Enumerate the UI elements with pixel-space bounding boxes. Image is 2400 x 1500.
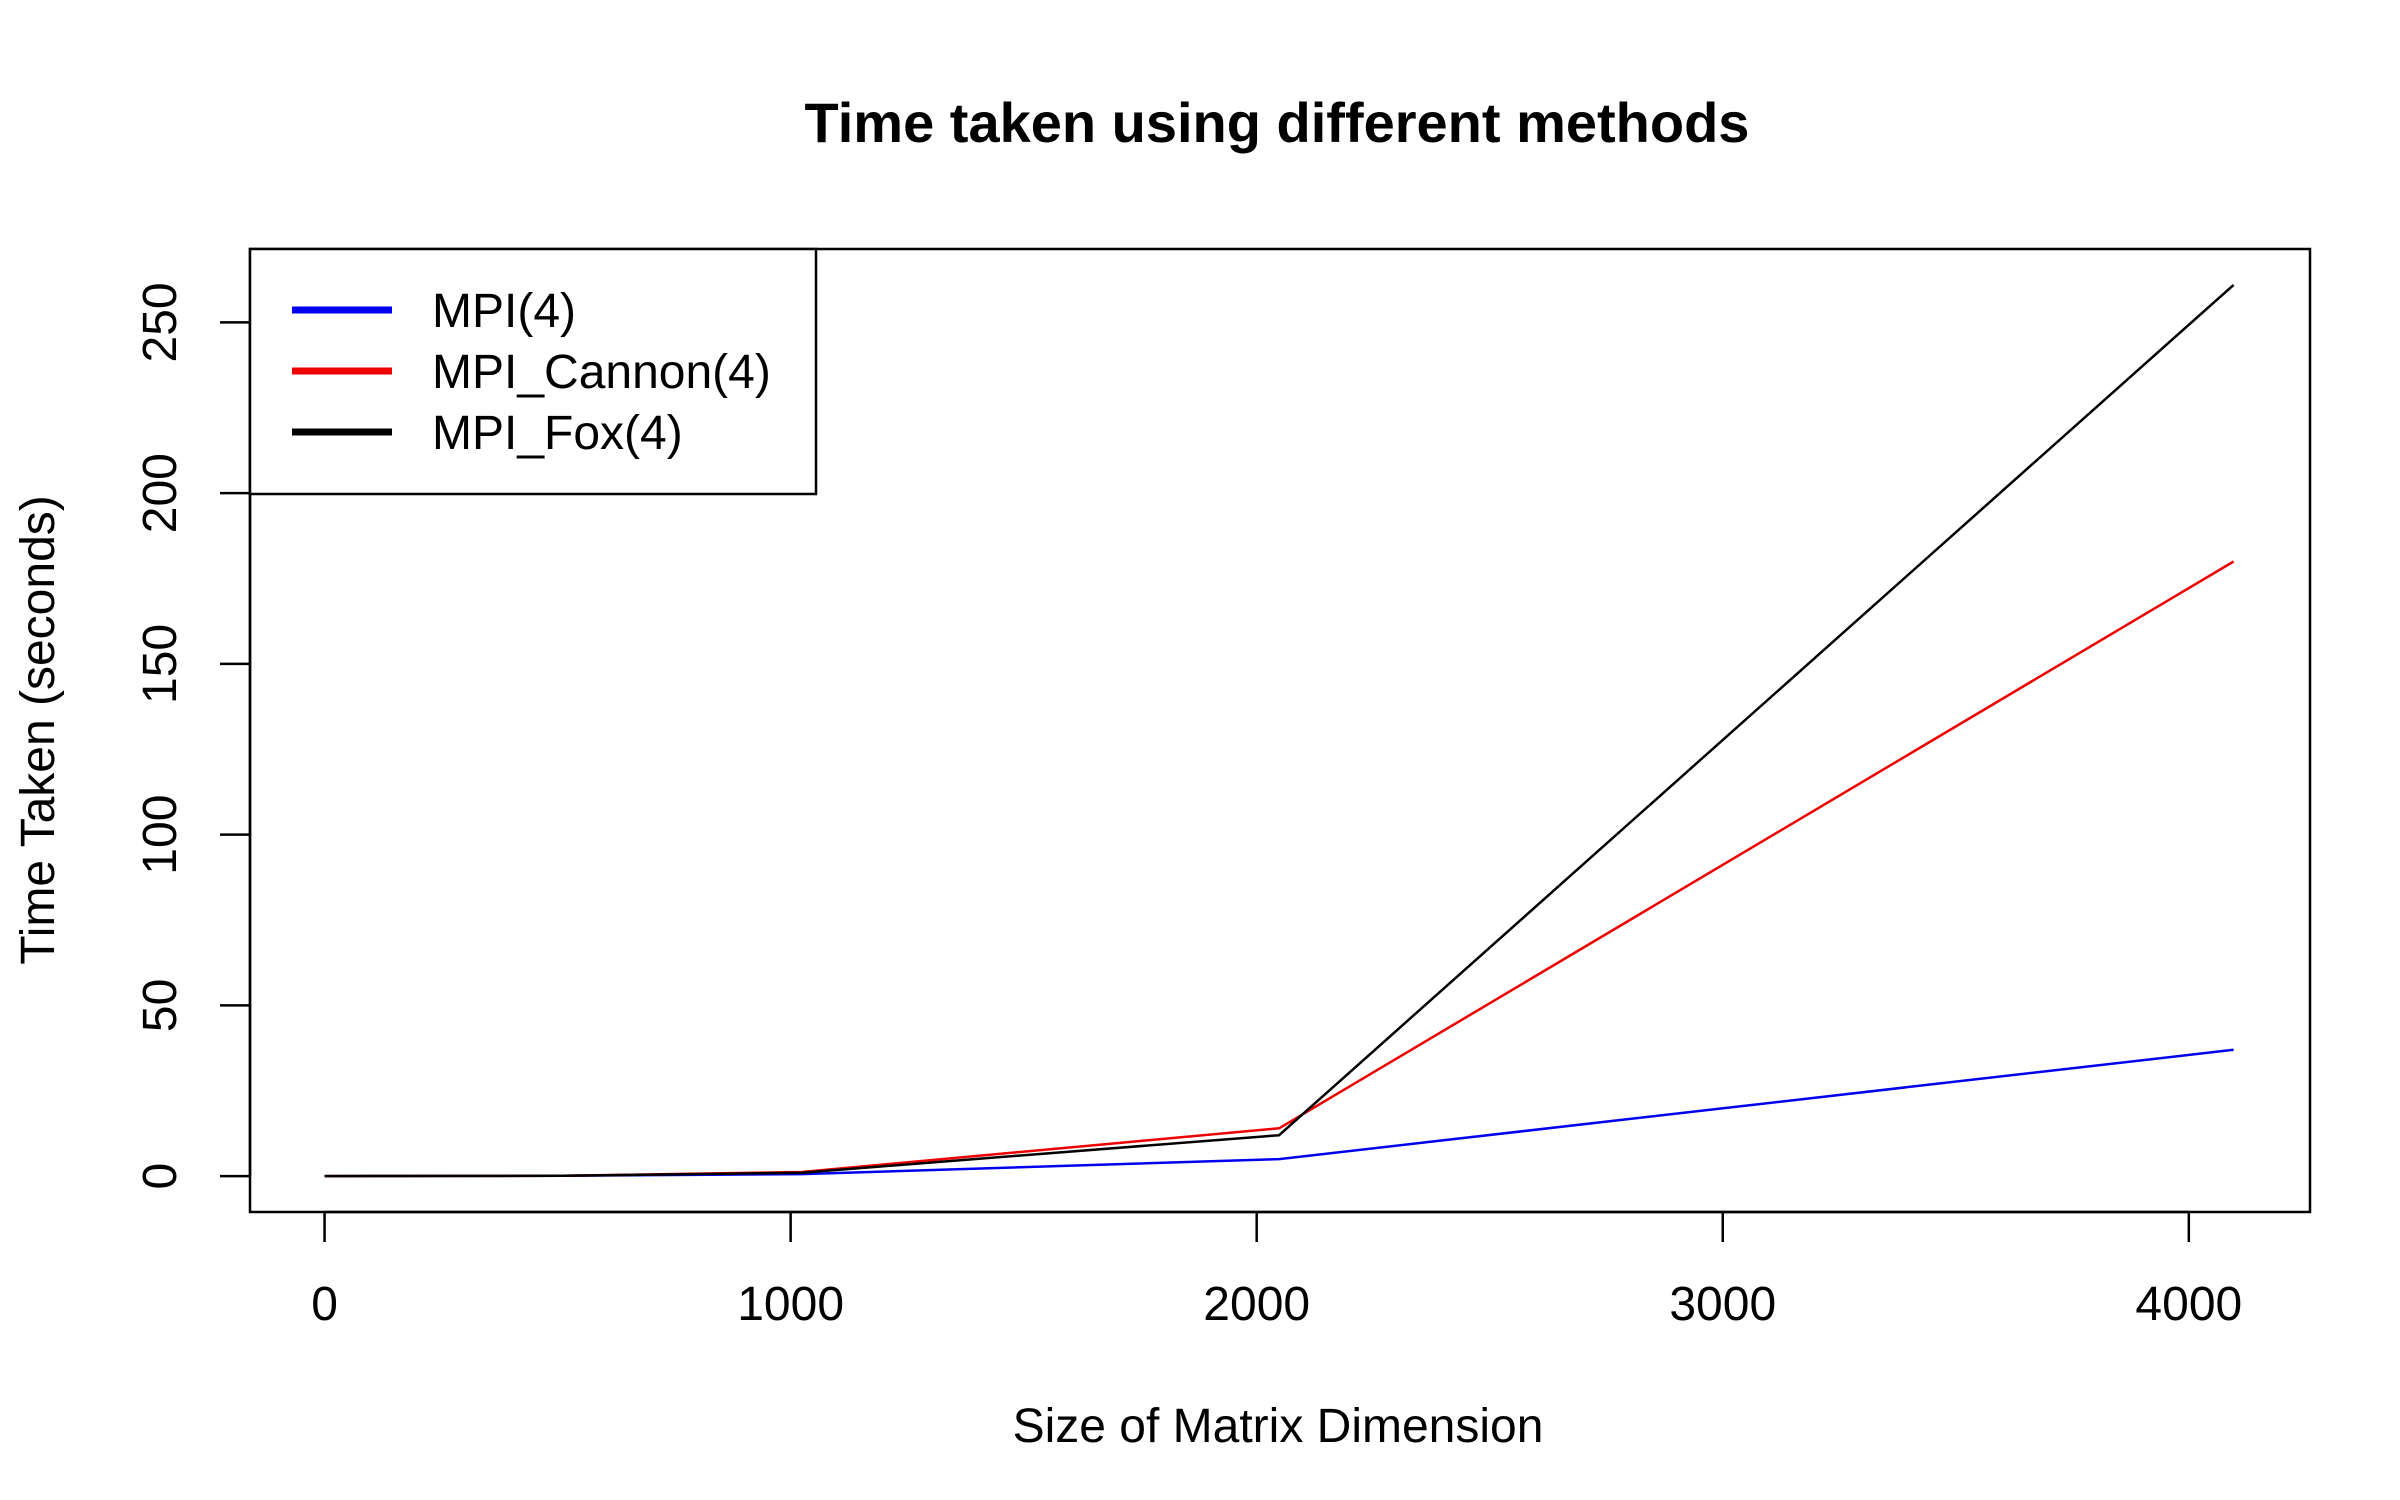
x-axis-label: Size of Matrix Dimension <box>1013 1400 1544 1453</box>
legend-label: MPI_Fox(4) <box>432 407 683 460</box>
y-tick-label: 200 <box>134 453 187 533</box>
y-tick-label: 100 <box>134 795 187 875</box>
chart-title: Time taken using different methods <box>805 91 1750 154</box>
legend-label: MPI_Cannon(4) <box>432 346 771 399</box>
x-tick-label: 2000 <box>1203 1278 1310 1331</box>
x-tick-label: 0 <box>311 1278 338 1331</box>
y-tick-label: 250 <box>134 282 187 362</box>
series-lines <box>324 283 2235 1178</box>
x-tick-label: 1000 <box>737 1278 844 1331</box>
x-axis: 0 1000 2000 3000 4000 <box>311 1210 2242 1331</box>
y-tick-label: 0 <box>134 1163 187 1190</box>
series-line-mpi-cannon-4 <box>324 560 2235 1178</box>
x-tick-label: 3000 <box>1669 1278 1776 1331</box>
y-axis-label: Time Taken (seconds) <box>12 495 65 965</box>
y-axis: 0 50 100 150 200 250 <box>134 282 252 1190</box>
legend: MPI(4) MPI_Cannon(4) MPI_Fox(4) <box>248 247 818 496</box>
series-line-mpi-4 <box>324 1048 2234 1178</box>
legend-label: MPI(4) <box>432 285 576 338</box>
series-line-mpi-fox-4 <box>324 283 2235 1178</box>
x-tick-label: 4000 <box>2135 1278 2242 1331</box>
y-tick-label: 150 <box>134 624 187 704</box>
y-tick-label: 50 <box>134 979 187 1032</box>
